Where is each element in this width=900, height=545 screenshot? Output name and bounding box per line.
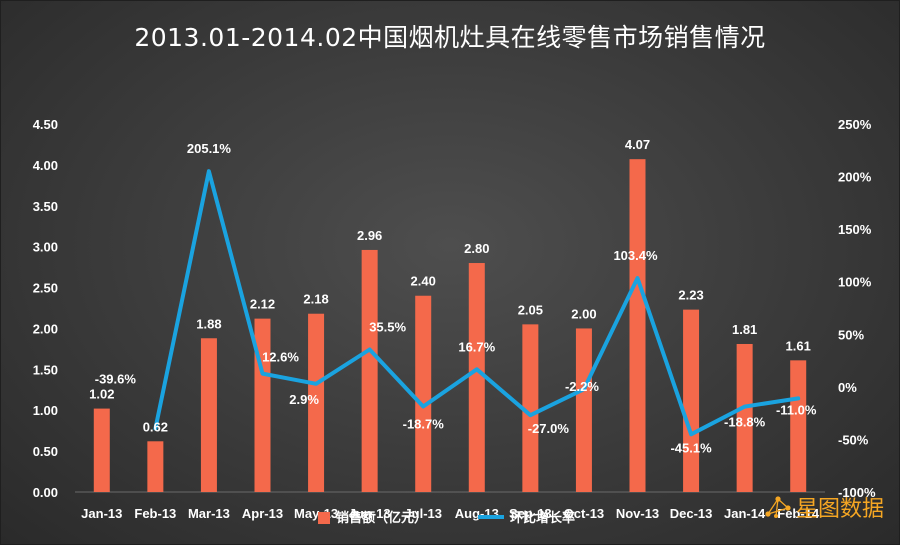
bar [736,343,753,492]
bar-value-label: 2.00 [571,306,596,321]
y-right-tick-label: 250% [838,117,872,132]
x-category-label: Jan-14 [724,506,766,521]
line-value-label: -18.8% [724,415,766,430]
bar [468,263,485,492]
bar-value-label: 4.07 [625,137,650,152]
line-value-label: 205.1% [187,141,232,156]
x-category-label: Dec-13 [670,506,713,521]
y-left-tick-label: 0.00 [33,485,58,500]
line-value-label: 16.7% [458,339,495,354]
line-value-label: 35.5% [369,320,406,335]
watermark: 星图数据 [764,491,884,523]
y-left-tick-label: 1.00 [33,403,58,418]
bar-series [75,159,825,493]
bar [93,408,110,492]
bar [629,159,646,493]
legend-label-line: 环比增长率 [510,510,575,525]
chart-title: 2013.01-2014.02中国烟机灶具在线零售市场销售情况 [134,23,766,52]
x-category-label: Mar-13 [188,506,230,521]
y-left-tick-label: 0.50 [33,444,58,459]
y-left-tick-label: 2.00 [33,321,58,336]
y-right-tick-label: 50% [838,327,864,342]
legend: 销售额（亿元） 环比增长率 [318,510,575,525]
x-category-label: Jun-13 [349,506,391,521]
bar-value-label: 1.02 [89,387,114,402]
x-category-label: Jan-13 [81,506,122,521]
bar [200,338,217,492]
y-left-tick-label: 1.50 [33,362,58,377]
y-right-tick-label: 0% [838,380,857,395]
bar [147,441,164,492]
bar-value-label: 2.18 [303,292,328,307]
y-left-tick-label: 3.00 [33,240,58,255]
bar [415,295,432,492]
bar [254,318,271,492]
bar-value-label: 2.96 [357,228,382,243]
data-labels: 1.02 0.62 1.88 2.12 2.18 2.96 2.40 2.80 2.05 2.00… [89,137,817,455]
bar-value-label: 2.12 [250,297,275,312]
x-category-label: Jul-13 [404,506,442,521]
x-category-label: Sep-13 [509,506,552,521]
bar [575,328,592,492]
y-right-tick-label: 100% [838,275,872,290]
legend-label-bar: 销售额（亿元） [336,510,427,525]
bar-value-label: 2.05 [518,302,543,317]
y-right-tick-label: -100% [838,485,876,500]
line-value-label: -11.0% [776,402,817,417]
y-left-tick-label: 4.00 [33,158,58,173]
line-value-label: -27.0% [528,421,570,436]
growth-rate-line [153,169,801,437]
line-value-label: -39.6% [95,371,137,386]
x-axis: Jan-13 Feb-13 Mar-13 Apr-13 May-13 Jun-13 Jul-… [81,506,820,521]
bar-value-label: 2.23 [678,288,703,303]
line-value-label: -2.2% [565,379,599,394]
line-value-label: -45.1% [670,440,712,455]
y-left-tick-label: 4.50 [33,117,58,132]
star-network-icon [765,496,791,518]
bar-value-label: 2.80 [464,241,489,256]
bar-value-label: 1.88 [196,316,221,331]
x-category-label: Nov-13 [616,506,659,521]
line-value-label: 12.6% [262,350,299,365]
x-category-label: Oct-13 [564,506,604,521]
right-axis: -100% -50% 0% 50% 100% 150% 200% 250% [838,117,876,500]
bar-value-label: 1.81 [732,322,757,337]
x-category-label: Feb-13 [134,506,176,521]
x-category-label: Apr-13 [242,506,283,521]
line-value-label: 2.9% [289,392,319,407]
bar-value-label: 0.62 [143,419,168,434]
x-category-label: May-13 [294,506,338,521]
y-left-tick-label: 3.50 [33,199,58,214]
y-right-tick-label: 200% [838,170,872,185]
watermark-text: 星图数据 [795,497,884,522]
y-right-tick-label: -50% [838,432,869,447]
bar-value-label: 1.61 [786,338,811,353]
line-series [153,169,801,437]
bar [683,309,700,492]
line-value-label: -18.7% [403,417,445,432]
bar [361,249,378,492]
bar [308,313,325,492]
y-right-tick-label: 150% [838,222,872,237]
bar-value-label: 2.40 [411,274,436,289]
bar [522,324,539,492]
bar [790,360,807,492]
legend-swatch-bar [318,512,330,524]
line-value-label: 103.4% [613,248,658,263]
left-axis: 0.00 0.50 1.00 1.50 2.00 2.50 3.00 3.50 4.00 4.50 [33,117,58,500]
y-left-tick-label: 2.50 [33,281,58,296]
